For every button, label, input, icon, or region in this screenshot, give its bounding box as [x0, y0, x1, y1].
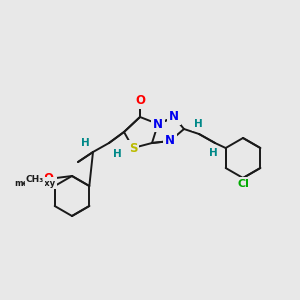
Text: H: H: [112, 149, 122, 159]
Text: H: H: [194, 119, 202, 129]
Text: N: N: [169, 110, 179, 124]
Text: Cl: Cl: [237, 179, 249, 189]
Text: N: N: [153, 118, 163, 130]
Text: methoxy: methoxy: [14, 178, 56, 188]
Text: N: N: [165, 134, 175, 148]
Text: CH₃: CH₃: [26, 176, 44, 184]
Text: S: S: [129, 142, 137, 154]
Text: O: O: [43, 172, 53, 185]
Text: H: H: [81, 138, 89, 148]
Text: O: O: [135, 94, 145, 107]
Text: H: H: [208, 148, 217, 158]
